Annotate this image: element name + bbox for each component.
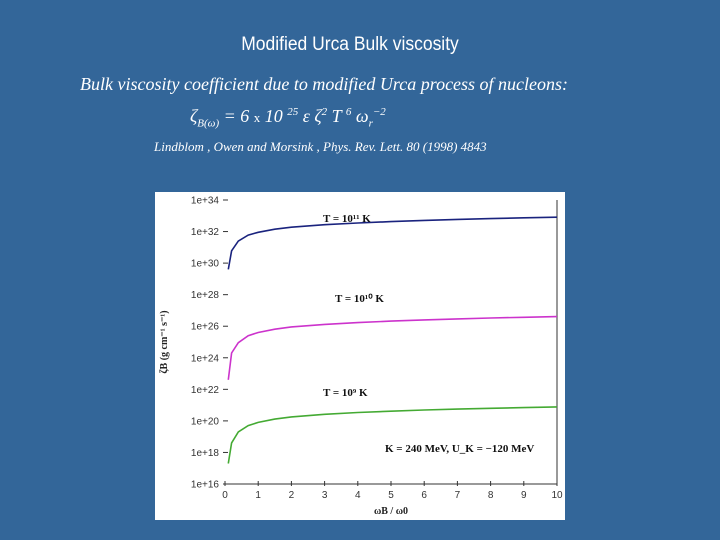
chart-annotation: K = 240 MeV, U_K = −120 MeV [385, 443, 534, 455]
y-tick-label: 1e+20 [191, 416, 220, 427]
x-tick-label: 6 [421, 490, 427, 501]
formula-exp4: −2 [372, 106, 386, 118]
series-line-1 [227, 216, 558, 270]
x-tick-label: 7 [455, 490, 461, 501]
y-tick-label: 1e+18 [191, 448, 220, 459]
x-tick-label: 2 [289, 490, 295, 501]
y-tick-label: 1e+26 [191, 322, 220, 333]
x-tick-label: 10 [551, 490, 563, 501]
y-tick-label: 1e+30 [191, 259, 220, 270]
formula-sub: B(ω) [197, 117, 220, 130]
viscosity-formula: ζB(ω) = 6 x 10 25 ε ζ2 T 6 ωr−2 [190, 106, 386, 130]
y-tick-label: 1e+34 [191, 196, 220, 207]
y-tick-label: 1e+22 [191, 385, 220, 396]
x-axis-label: ωB / ω0 [374, 506, 408, 517]
reference-citation: Lindblom , Owen and Morsink , Phys. Rev.… [154, 139, 487, 154]
viscosity-chart: 1e+34 1e+32 1e+30 1e+28 1e+26 1e+24 1e+22 1e+20… [155, 192, 565, 520]
formula-exp2: 2 [321, 106, 328, 118]
formula-eq: = 6 [219, 106, 254, 126]
x-tick-label: 3 [322, 490, 328, 501]
x-tick-label: 9 [521, 490, 527, 501]
formula-times: x [253, 110, 261, 125]
x-tick-label: 1 [255, 490, 261, 501]
formula-eps: ε ζ [298, 106, 322, 126]
y-axis-label: ζB (g cm⁻¹ s⁻¹) [159, 310, 170, 373]
y-tick-label: 1e+28 [191, 290, 220, 301]
series-line-3 [227, 406, 558, 464]
x-tick-label: 0 [222, 490, 228, 501]
chart-annotation: T = 10¹¹ K [323, 213, 371, 225]
formula-coef: 10 [260, 106, 288, 126]
formula-sub2: r [368, 117, 373, 130]
formula-zeta: ζ [190, 106, 198, 126]
x-tick-label: 8 [488, 490, 494, 501]
y-tick-label: 1e+32 [191, 227, 220, 238]
formula-T: T [327, 106, 346, 126]
formula-exp3: 6 [345, 106, 352, 118]
chart-svg: 1e+34 1e+32 1e+30 1e+28 1e+26 1e+24 1e+22 1e+20… [159, 196, 563, 518]
series-line-2 [227, 315, 558, 380]
slide-subtitle: Bulk viscosity coefficient due to modifi… [80, 74, 569, 94]
y-tick-label: 1e+24 [191, 353, 220, 364]
formula-omega: ω [351, 106, 369, 126]
y-tick-label: 1e+16 [191, 480, 220, 491]
slide-title: Modified Urca Bulk viscosity [241, 34, 459, 55]
chart-annotation: T = 10⁹ K [323, 387, 368, 399]
x-tick-label: 4 [355, 490, 361, 501]
x-tick-label: 5 [388, 490, 394, 501]
formula-exp1: 25 [287, 106, 299, 118]
chart-annotation: T = 10¹⁰ K [335, 293, 384, 305]
